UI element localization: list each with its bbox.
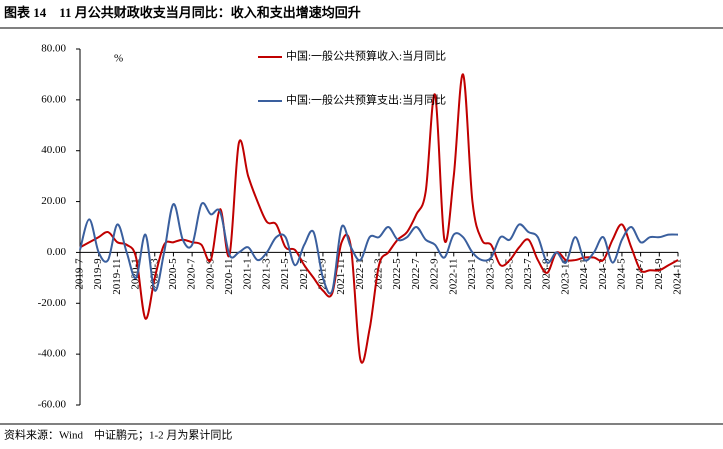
x-tick-label: 2021-11 [335,258,347,294]
x-tick-label: 2024-3 [597,258,609,290]
y-tick-label: 60.00 [41,93,66,105]
x-tick-label: 2023-5 [503,258,515,290]
y-tick-label: 80.00 [41,43,66,55]
y-unit: % [114,53,123,65]
y-tick-label: -60.00 [38,399,67,411]
x-tick-label: 2019-7 [74,258,86,290]
x-tick-label: 2022-3 [373,258,385,290]
x-tick-label: 2022-7 [410,258,422,290]
y-tick-label: 20.00 [41,195,66,207]
x-tick-label: 2022-1 [354,258,366,289]
x-tick-label: 2019-11 [111,258,123,294]
x-tick-label: 2024-1 [578,258,590,289]
x-tick-label: 2020-9 [204,258,216,290]
x-tick-label: 2024-7 [634,258,646,290]
series-line [79,202,679,295]
x-tick-label: 2021-1 [242,258,254,289]
x-tick-label: 2024-11 [672,258,684,294]
x-tick-label: 2022-5 [391,258,403,290]
y-tick-label: -20.00 [38,297,67,309]
x-tick-label: 2021-5 [279,258,291,290]
chart-title: 图表 14 11 月公共财政收支当月同比：收入和支出增速均回升 [4,5,361,20]
legend-label: 中国:一般公共预算收入:当月同比 [286,49,446,63]
x-tick-label: 2020-11 [223,258,235,294]
x-tick-label: 2019-9 [92,258,104,290]
x-tick-label: 2020-7 [186,258,198,290]
x-tick-label: 2023-1 [466,258,478,289]
x-tick-label: 2023-3 [485,258,497,290]
x-tick-label: 2021-3 [260,258,272,290]
y-tick-label: 0.00 [47,246,67,258]
x-tick-label: 2023-7 [522,258,534,290]
y-tick-label: 40.00 [41,144,66,156]
legend-label: 中国:一般公共预算支出:当月同比 [286,93,446,107]
x-tick-label: 2024-5 [615,258,627,290]
x-tick-label: 2024-9 [653,258,665,290]
x-tick-label: 2022-11 [447,258,459,294]
y-tick-label: -40.00 [38,348,67,360]
x-tick-label: 2022-9 [429,258,441,290]
x-tick-label: 2021-7 [298,258,310,290]
x-tick-label: 2023-11 [559,258,571,294]
x-tick-label: 2020-5 [167,258,179,290]
source: 资料来源：Wind 中证鹏元；1-2 月为累计同比 [4,428,232,442]
